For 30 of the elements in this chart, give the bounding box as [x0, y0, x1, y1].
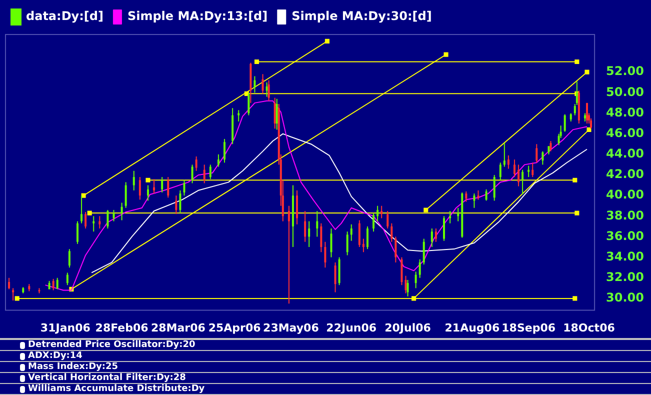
text: Vertical Horizontal Filter:Dy:28 [28, 373, 186, 383]
y-tick-label: 38.00 [606, 208, 644, 222]
x-tick-label: 25Apr06 [208, 321, 262, 334]
y-tick-label: 42.00 [606, 167, 644, 182]
y-tick-label: 48.00 [606, 105, 644, 120]
y-tick-label: 50.00 [606, 84, 644, 99]
x-tick-label: 18Oct06 [563, 321, 616, 334]
y-tick-label: 52.00 [606, 64, 644, 78]
x-tick-label: 21Aug06 [444, 321, 500, 334]
x-tick-label: 31Jan06 [40, 321, 91, 334]
y-tick-label: 46.00 [606, 126, 644, 140]
y-tick-label: 40.00 [606, 188, 644, 202]
y-tick-label: 34.00 [606, 249, 644, 264]
x-tick-label: 18Sep06 [502, 321, 556, 334]
text: Williams Accumulate Distribute:Dy [28, 384, 205, 394]
y-tick-label: 30.00 [606, 290, 644, 305]
y-tick-label: 36.00 [606, 228, 644, 243]
x-tick-label: 20Jul06 [384, 321, 432, 334]
legend-label: Simple MA:Dy:13:[d] [127, 9, 268, 24]
x-tick-label: 22Jun06 [326, 321, 377, 334]
y-tick-label: 44.00 [606, 146, 644, 161]
x-tick-label: 28Feb06 [95, 321, 149, 334]
x-tick-label: 23May06 [263, 321, 320, 334]
text: ADX:Dy:14 [28, 351, 82, 361]
x-tick-label: 28Mar06 [150, 321, 206, 334]
y-tick-label: 32.00 [606, 270, 644, 284]
legend-label: data:Dy:[d] [26, 9, 104, 24]
text: Mass Index:Dy:25 [28, 362, 118, 372]
text: Detrended Price Oscillator:Dy:20 [28, 340, 196, 350]
legend-label: Simple MA:Dy:30:[d] [292, 9, 432, 24]
